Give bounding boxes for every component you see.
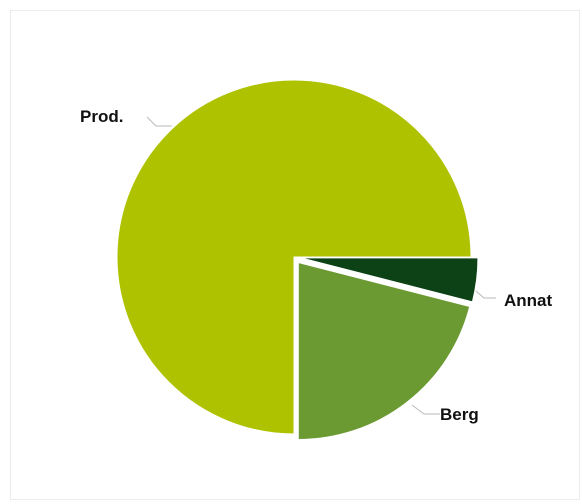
pie-slice-berg: [297, 261, 471, 441]
leader-line-annat: [475, 290, 496, 299]
slice-label-prod: Prod.: [80, 107, 123, 126]
leader-line-berg: [411, 404, 440, 415]
leader-line-prod: [146, 116, 172, 127]
slice-label-berg: Berg: [440, 405, 479, 424]
pie-slice-annat: [300, 257, 479, 303]
pie-slice-prod: [116, 79, 472, 435]
slice-label-annat: Annat: [504, 291, 553, 310]
pie-slices: [116, 79, 479, 441]
leader-lines: [146, 116, 496, 415]
slice-labels: Prod. Berg Annat: [80, 107, 553, 424]
